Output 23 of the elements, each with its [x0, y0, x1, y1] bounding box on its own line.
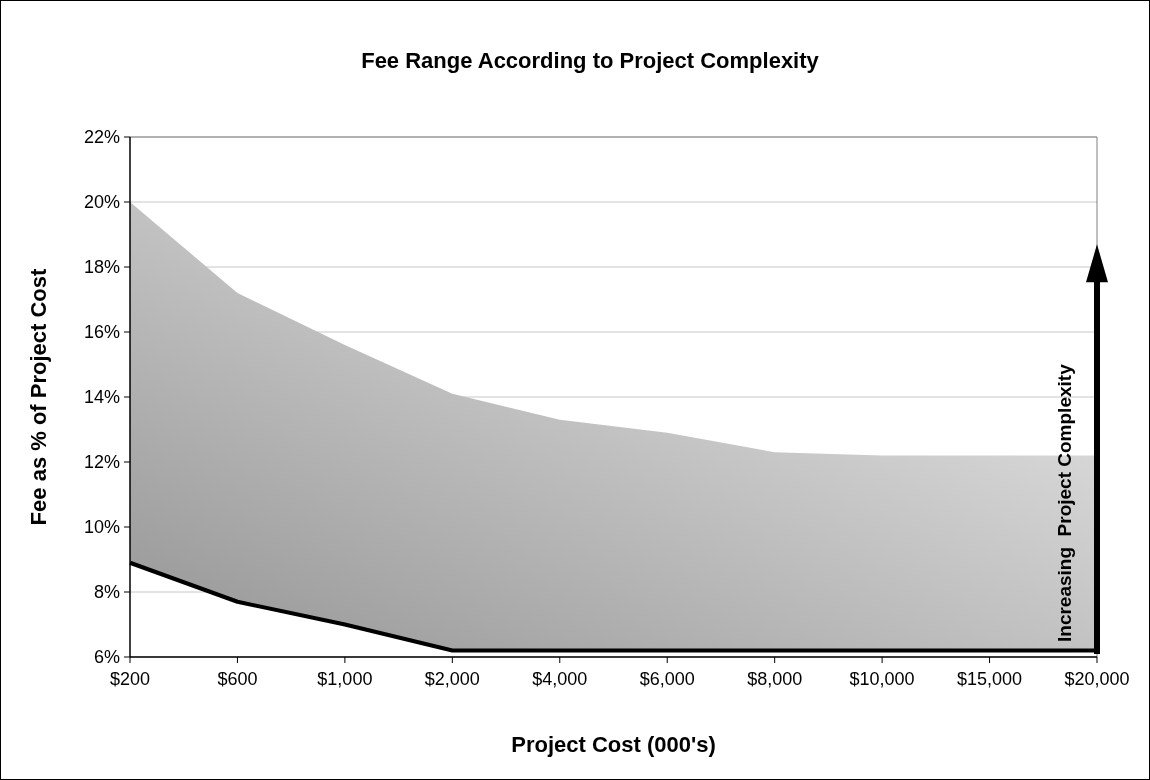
- x-tick-label: $20,000: [1064, 669, 1130, 689]
- x-tick-label: $600: [217, 669, 258, 689]
- x-tick-label: $2,000: [424, 669, 480, 689]
- y-tick-label: 14%: [83, 387, 120, 408]
- x-tick-label: $1,000: [317, 669, 373, 689]
- x-tick-label: $15,000: [957, 669, 1023, 689]
- y-tick-label: 16%: [83, 322, 120, 343]
- y-tick-label: 22%: [83, 127, 120, 148]
- y-tick-label: 20%: [83, 192, 120, 213]
- x-axis-title: Project Cost (000's): [511, 732, 716, 757]
- y-tick-label: 6%: [93, 647, 120, 668]
- x-tick-label: $8,000: [747, 669, 803, 689]
- y-tick-label: 12%: [83, 452, 120, 473]
- y-axis-title: Fee as % of Project Cost: [26, 267, 51, 526]
- chart-title: Fee Range According to Project Complexity: [361, 48, 820, 73]
- x-tick-label: $10,000: [849, 669, 915, 689]
- y-tick-label: 10%: [83, 517, 120, 538]
- x-tick-label: $4,000: [532, 669, 588, 689]
- annotation: Increasing Project Complexity: [1054, 363, 1075, 642]
- x-tick-label: $200: [109, 669, 151, 689]
- y-tick-label: 8%: [93, 582, 120, 603]
- y-tick-label: 18%: [83, 257, 120, 278]
- x-tick-label: $6,000: [639, 669, 695, 689]
